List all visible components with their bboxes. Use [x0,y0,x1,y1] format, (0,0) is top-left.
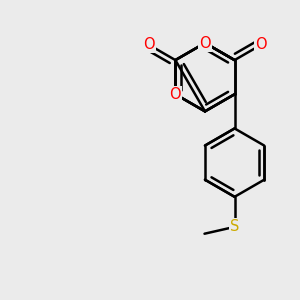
Text: S: S [230,219,239,234]
Text: O: O [169,87,181,102]
Text: O: O [199,35,211,50]
Text: O: O [255,37,267,52]
Text: O: O [143,37,154,52]
